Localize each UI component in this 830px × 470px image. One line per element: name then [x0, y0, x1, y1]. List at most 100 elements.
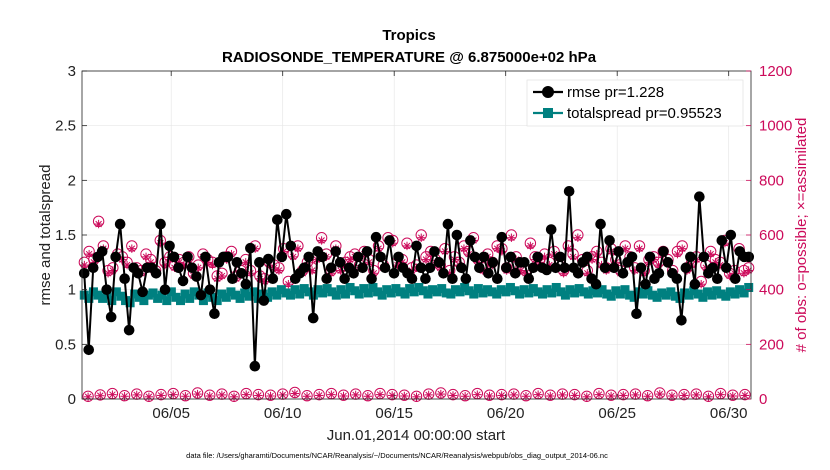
rmse-point	[258, 295, 270, 306]
totalspread-point	[189, 287, 199, 297]
obs-possible-low-point	[702, 390, 715, 402]
obs-possible-low-point	[605, 389, 617, 401]
rmse-point	[330, 246, 341, 257]
obs-assimilated-low-point	[740, 391, 750, 400]
rmse-point	[716, 235, 728, 246]
y-right-tick-label: 0	[759, 391, 767, 408]
totalspread-point	[299, 284, 309, 294]
x-tick-label: 06/05	[152, 405, 190, 422]
obs-assimilated-low-point	[83, 392, 93, 402]
totalspread-point	[354, 289, 364, 299]
rmse-point	[316, 251, 328, 263]
rmse-point	[254, 257, 265, 268]
totalspread-point	[657, 288, 667, 298]
obs-assimilated-low-point	[181, 392, 190, 401]
totalspread-point	[244, 291, 254, 301]
rmse-point	[379, 262, 391, 274]
totalspread-point	[712, 286, 722, 296]
totalspread-point	[313, 285, 323, 295]
obs-possible-low-point	[483, 389, 496, 401]
totalspread-point	[721, 291, 731, 301]
totalspread-point	[437, 284, 447, 294]
y-tick-label: 2.5	[55, 118, 76, 135]
y-axis-right-label: # of obs: o=possible; ×=assimilated	[793, 118, 810, 353]
totalspread-point	[331, 290, 341, 300]
rmse-point	[469, 251, 481, 263]
y-tick-label: 1	[68, 282, 76, 299]
rmse-point	[590, 278, 602, 290]
rmse-point	[249, 360, 261, 372]
rmse-point	[451, 229, 463, 241]
rmse-point	[433, 257, 445, 268]
obs-possible-low-point	[678, 388, 690, 401]
obs-assimilated-low-point	[242, 390, 251, 399]
x-tick-label: 06/10	[264, 405, 302, 422]
rmse-point	[164, 240, 175, 252]
rmse-point	[478, 251, 490, 263]
totalspread-point	[185, 293, 195, 303]
chart-subtitle: RADIOSONDE_TEMPERATURE @ 6.875000e+02 hP…	[222, 49, 597, 66]
rmse-point	[303, 251, 315, 263]
totalspread-point	[629, 292, 639, 302]
obs-possible-low-point	[739, 388, 751, 401]
totalspread-point	[483, 285, 493, 295]
rmse-point	[442, 218, 454, 230]
totalspread-point	[212, 296, 222, 306]
obs-possible-low-point	[82, 390, 94, 402]
totalspread-point	[322, 284, 332, 294]
obs-assimilated-low-point	[558, 390, 567, 400]
legend-rmse-marker	[542, 86, 554, 98]
totalspread-point	[492, 289, 502, 299]
rmse-point	[325, 262, 337, 274]
totalspread-point	[409, 287, 419, 297]
obs-assimilated-low-point	[229, 392, 239, 402]
rmse-point	[321, 273, 333, 285]
obs-assimilated-point	[402, 241, 412, 251]
totalspread-point	[460, 282, 470, 292]
rmse-point	[689, 278, 701, 290]
totalspread-point	[716, 289, 726, 299]
rmse-point	[411, 240, 422, 252]
x-tick-label: 06/25	[598, 405, 636, 422]
totalspread-point	[638, 289, 648, 299]
obs-possible-low-point	[495, 388, 508, 401]
totalspread-point	[386, 288, 396, 298]
totalspread-point	[130, 289, 140, 299]
x-axis-label: Jun.01,2014 00:00:00 start	[327, 427, 506, 444]
obs-assimilated-point	[417, 233, 426, 242]
rmse-point	[150, 267, 162, 279]
obs-possible-low-point	[581, 390, 593, 402]
y-right-tick-label: 1000	[759, 118, 792, 135]
totalspread-point	[377, 290, 387, 300]
rmse-point	[334, 257, 346, 268]
totalspread-point	[510, 286, 520, 296]
obs-assimilated-low-point	[217, 390, 227, 400]
obs-assimilated-point	[744, 266, 753, 275]
totalspread-point	[373, 287, 383, 297]
totalspread-point	[327, 287, 337, 297]
totalspread-point	[336, 285, 346, 295]
y-right-tick-label: 800	[759, 172, 784, 189]
rmse-point	[191, 271, 202, 282]
chart-title: Tropics	[382, 27, 435, 44]
totalspread-point	[88, 287, 98, 297]
totalspread-point	[400, 289, 410, 299]
totalspread-point	[79, 290, 89, 300]
obs-possible-low-point	[252, 388, 265, 401]
rmse-point	[339, 273, 350, 285]
rmse-point	[694, 191, 705, 203]
rmse-point	[671, 273, 683, 285]
rmse-point	[406, 273, 418, 285]
totalspread-point	[487, 287, 497, 297]
rmse-point	[132, 267, 144, 279]
legend: rmse pr=1.228 totalspread pr=0.95523	[526, 79, 744, 127]
rmse-point	[721, 262, 732, 274]
y-axis-label: rmse and totalspread	[37, 165, 54, 306]
rmse-point	[186, 262, 198, 274]
rmse-point	[465, 235, 476, 246]
rmse-point	[635, 262, 647, 274]
rmse-point	[307, 312, 319, 324]
totalspread-point	[139, 296, 149, 306]
totalspread-point	[441, 288, 451, 298]
